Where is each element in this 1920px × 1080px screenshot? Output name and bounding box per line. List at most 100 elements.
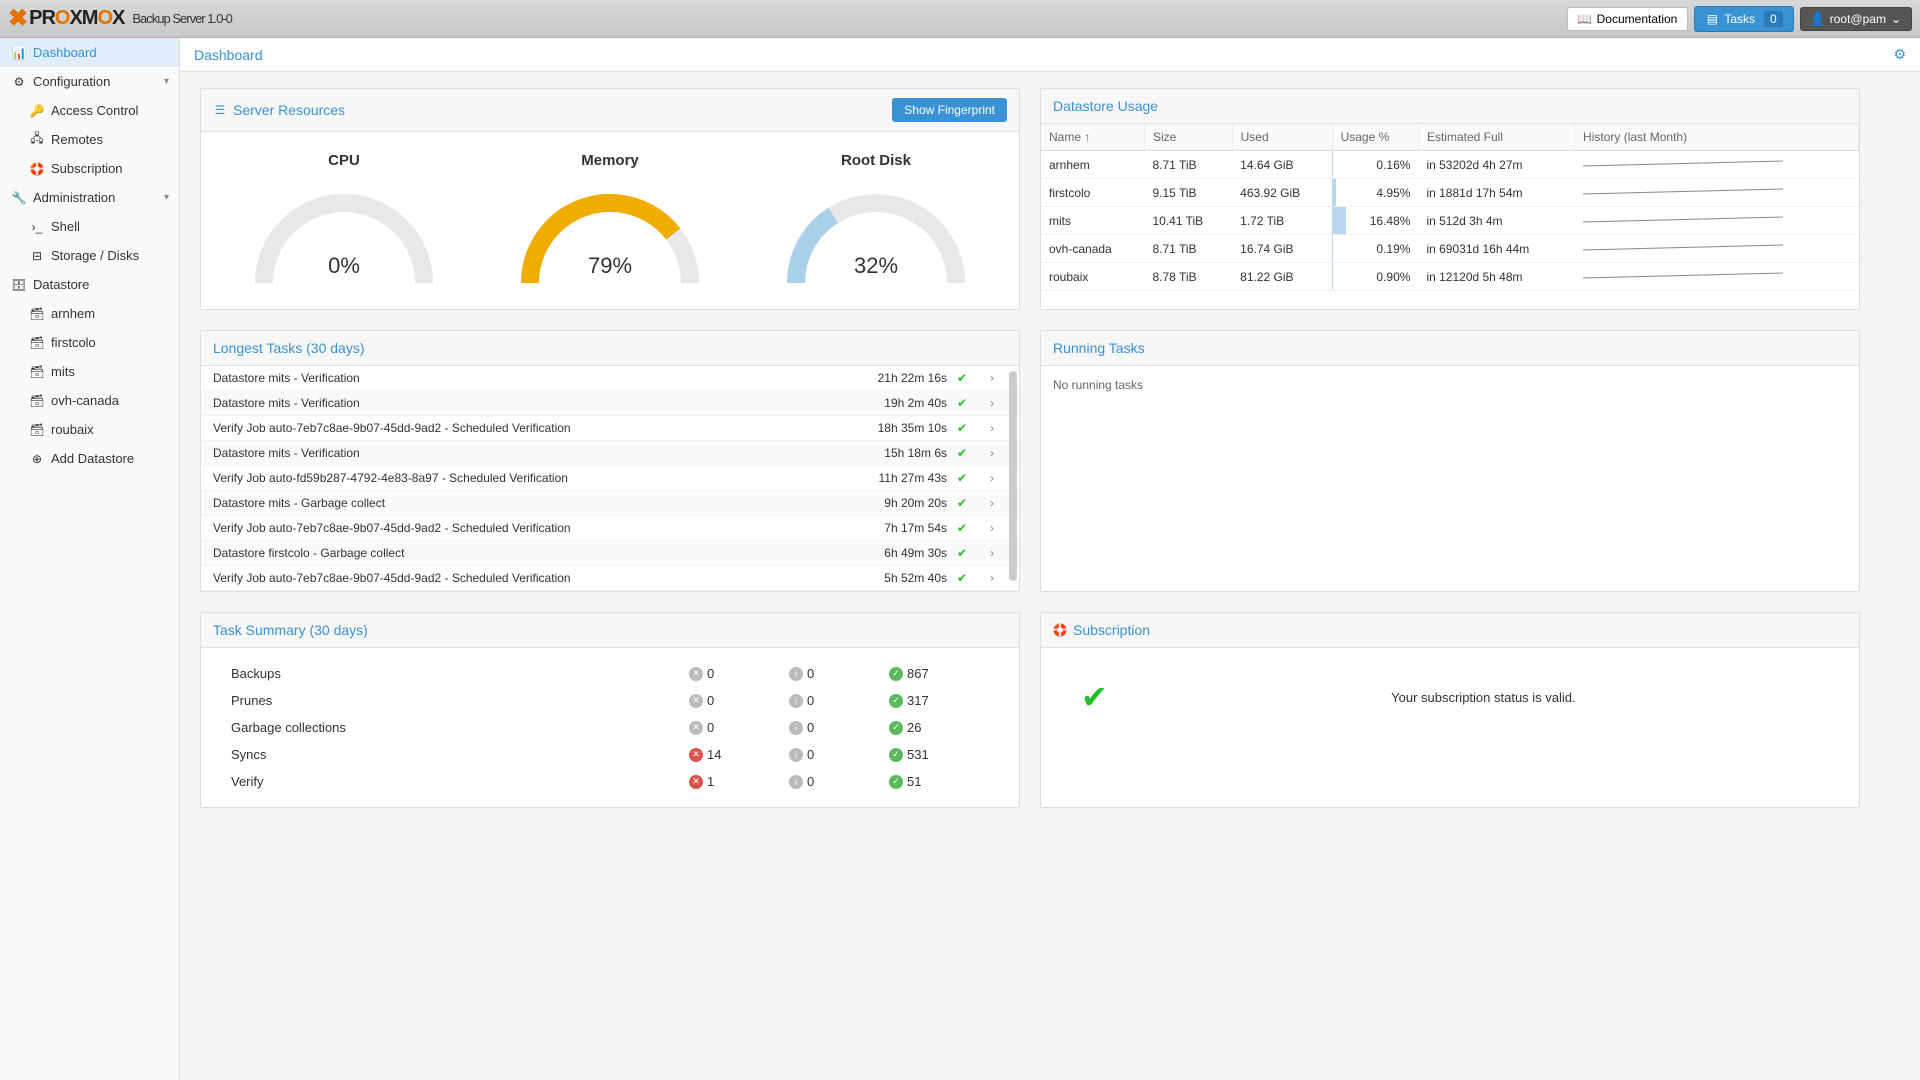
sidebar-item-shell[interactable]: ›_Shell	[0, 212, 179, 241]
check-icon: ✓	[889, 694, 903, 708]
chevron-down-icon: ▾	[164, 76, 169, 87]
sidebar-item-administration[interactable]: 🔧Administration▾	[0, 183, 179, 212]
check-circle-icon: ✔	[947, 546, 977, 560]
chevron-right-icon[interactable]: ›	[977, 371, 1007, 385]
column-header[interactable]: History (last Month)	[1575, 124, 1859, 151]
database-icon: 🗃	[30, 336, 44, 350]
sidebar-item-remotes[interactable]: 🖧Remotes	[0, 125, 179, 154]
sidebar-item-access-control[interactable]: 🔑Access Control	[0, 96, 179, 125]
task-row[interactable]: Datastore firstcolo - Garbage collect 6h…	[201, 541, 1019, 566]
task-row[interactable]: Verify Job auto-7eb7c8ae-9b07-45dd-9ad2 …	[201, 416, 1019, 441]
sidebar-item-subscription[interactable]: 🛟Subscription	[0, 154, 179, 183]
task-row[interactable]: Datastore mits - Verification 15h 18m 6s…	[201, 441, 1019, 466]
column-header[interactable]: Name ↑	[1041, 124, 1144, 151]
check-circle-icon: ✔	[947, 521, 977, 535]
sidebar-item-datastore-ovh-canada[interactable]: 🗃ovh-canada	[0, 386, 179, 415]
task-row[interactable]: Datastore mits - Verification 19h 2m 40s…	[201, 391, 1019, 416]
task-row[interactable]: Verify Job auto-7eb7c8ae-9b07-45dd-9ad2 …	[201, 516, 1019, 541]
check-icon: ✓	[889, 775, 903, 789]
gauge-cpu: CPU 0%	[219, 152, 469, 279]
chevron-right-icon[interactable]: ›	[977, 471, 1007, 485]
scrollbar[interactable]	[1009, 371, 1017, 581]
table-row[interactable]: ovh-canada 8.71 TiB 16.74 GiB 0.19% in 6…	[1041, 235, 1859, 263]
tasks-button[interactable]: ▤Tasks0	[1694, 6, 1793, 32]
check-circle-icon: ✔	[947, 371, 977, 385]
info-icon: i	[789, 667, 803, 681]
list-icon: ▤	[1705, 12, 1719, 26]
support-icon: 🛟	[1053, 623, 1067, 637]
table-row[interactable]: mits 10.41 TiB 1.72 TiB 16.48% in 512d 3…	[1041, 207, 1859, 235]
key-icon: 🔑	[30, 104, 44, 118]
sidebar-item-add-datastore[interactable]: ⊕Add Datastore	[0, 444, 179, 473]
error-icon: ✕	[689, 667, 703, 681]
datastore-list: 🗃arnhem🗃firstcolo🗃mits🗃ovh-canada🗃roubai…	[0, 299, 179, 444]
sidebar-item-dashboard[interactable]: 📊Dashboard	[0, 38, 179, 67]
database-icon: 🗄	[12, 278, 26, 292]
support-icon: 🛟	[30, 162, 44, 176]
sidebar-item-datastore-mits[interactable]: 🗃mits	[0, 357, 179, 386]
task-row[interactable]: Verify Job auto-7eb7c8ae-9b07-45dd-9ad2 …	[201, 566, 1019, 591]
table-row[interactable]: firstcolo 9.15 TiB 463.92 GiB 4.95% in 1…	[1041, 179, 1859, 207]
sidebar-item-configuration[interactable]: ⚙Configuration▾	[0, 67, 179, 96]
sidebar-item-datastore-firstcolo[interactable]: 🗃firstcolo	[0, 328, 179, 357]
chevron-down-icon: ▾	[164, 192, 169, 203]
book-icon: 📖	[1578, 12, 1592, 26]
panel-header: 🛟Subscription	[1041, 613, 1859, 648]
app-header: ✖ PROXMOX Backup Server 1.0-0 📖Documenta…	[0, 0, 1920, 38]
summary-row: Garbage collections ✕0 i0 ✓26	[231, 714, 989, 741]
chevron-right-icon[interactable]: ›	[977, 446, 1007, 460]
panel-header: Running Tasks	[1041, 331, 1859, 366]
server-resources-panel: ☰ Server Resources Show Fingerprint CPU …	[200, 88, 1020, 310]
info-icon: i	[789, 748, 803, 762]
gears-icon: ⚙	[12, 75, 26, 89]
wrench-icon: 🔧	[12, 191, 26, 205]
sidebar-item-datastore-roubaix[interactable]: 🗃roubaix	[0, 415, 179, 444]
chevron-right-icon[interactable]: ›	[977, 496, 1007, 510]
column-header[interactable]: Used	[1232, 124, 1332, 151]
app-title: Backup Server 1.0-0	[132, 11, 232, 26]
database-icon: 🗃	[30, 394, 44, 408]
sidebar-item-storage[interactable]: ⊟Storage / Disks	[0, 241, 179, 270]
logo: ✖ PROXMOX Backup Server 1.0-0	[8, 4, 232, 33]
sidebar-item-datastore-arnhem[interactable]: 🗃arnhem	[0, 299, 179, 328]
subscription-status-text: Your subscription status is valid.	[1148, 690, 1819, 705]
task-row[interactable]: Datastore mits - Verification 21h 22m 16…	[201, 366, 1019, 391]
chevron-down-icon: ⌄	[1891, 12, 1901, 26]
content: Dashboard⚙ ☰ Server Resources Show Finge…	[180, 38, 1920, 1080]
sidebar-item-datastore[interactable]: 🗄Datastore	[0, 270, 179, 299]
info-icon: i	[789, 721, 803, 735]
show-fingerprint-button[interactable]: Show Fingerprint	[892, 98, 1007, 122]
subscription-panel: 🛟Subscription ✔ Your subscription status…	[1040, 612, 1860, 808]
server-icon: 🖧	[30, 133, 44, 147]
panel-header: ☰ Server Resources Show Fingerprint	[201, 89, 1019, 132]
settings-gear-icon[interactable]: ⚙	[1893, 46, 1906, 63]
chevron-right-icon[interactable]: ›	[977, 421, 1007, 435]
plus-circle-icon: ⊕	[30, 452, 44, 466]
summary-row: Syncs ✕14 i0 ✓531	[231, 741, 989, 768]
gauge-root-disk: Root Disk 32%	[751, 152, 1001, 279]
column-header[interactable]: Estimated Full	[1418, 124, 1574, 151]
database-icon: 🗃	[30, 423, 44, 437]
chevron-right-icon[interactable]: ›	[977, 521, 1007, 535]
panel-header: Task Summary (30 days)	[201, 613, 1019, 648]
column-header[interactable]: Size	[1144, 124, 1232, 151]
table-row[interactable]: roubaix 8.78 TiB 81.22 GiB 0.90% in 1212…	[1041, 263, 1859, 291]
gauge-memory: Memory 79%	[485, 152, 735, 279]
gauges-row: CPU 0% Memory 79% Root Disk 32%	[201, 132, 1019, 309]
column-header[interactable]: Usage %	[1332, 124, 1418, 151]
user-menu-button[interactable]: 👤root@pam ⌄	[1800, 7, 1912, 31]
chevron-right-icon[interactable]: ›	[977, 571, 1007, 585]
check-circle-icon: ✔	[947, 471, 977, 485]
hdd-icon: ⊟	[30, 249, 44, 263]
summary-row: Prunes ✕0 i0 ✓317	[231, 687, 989, 714]
task-row[interactable]: Datastore mits - Garbage collect 9h 20m …	[201, 491, 1019, 516]
table-row[interactable]: arnhem 8.71 TiB 14.64 GiB 0.16% in 53202…	[1041, 151, 1859, 179]
info-icon: i	[789, 775, 803, 789]
chevron-right-icon[interactable]: ›	[977, 396, 1007, 410]
check-circle-icon: ✔	[947, 496, 977, 510]
dashboard-icon: 📊	[12, 46, 26, 60]
task-row[interactable]: Verify Job auto-fd59b287-4792-4e83-8a97 …	[201, 466, 1019, 491]
chevron-right-icon[interactable]: ›	[977, 546, 1007, 560]
documentation-button[interactable]: 📖Documentation	[1567, 7, 1689, 31]
sidebar: 📊Dashboard ⚙Configuration▾ 🔑Access Contr…	[0, 38, 180, 1080]
